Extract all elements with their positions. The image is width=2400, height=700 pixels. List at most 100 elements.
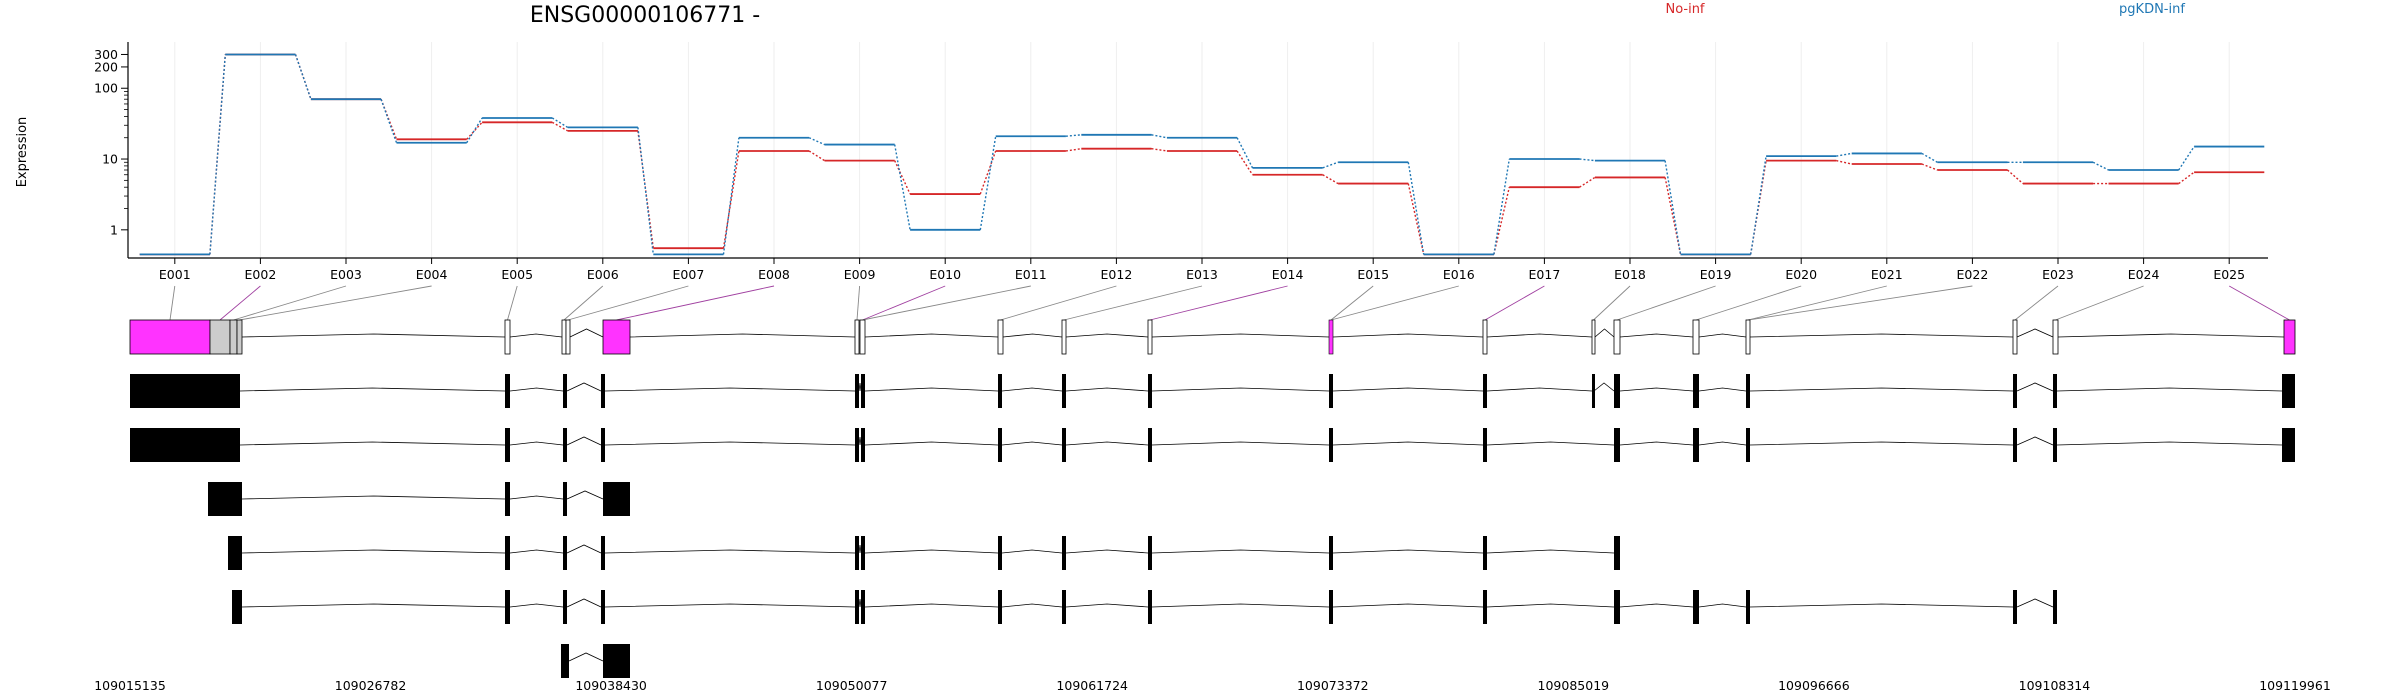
genomic-tick-label: 109050077 xyxy=(816,678,888,693)
transcript-exon xyxy=(2013,374,2017,408)
x-tick-label: E022 xyxy=(1957,267,1989,282)
transcript-exon xyxy=(561,644,569,678)
expression-step-connector xyxy=(637,127,654,255)
transcript-exon xyxy=(1329,428,1333,462)
genomic-tick-label: 109096666 xyxy=(1778,678,1850,693)
exon-bin xyxy=(997,319,1004,355)
transcript-exon xyxy=(601,428,605,462)
transcript-exon xyxy=(505,428,510,462)
connector-e019 xyxy=(1616,285,1716,321)
transcript-exon xyxy=(2282,428,2295,462)
connector-e010 xyxy=(862,285,946,321)
transcript-exon xyxy=(2282,374,2295,408)
x-tick-label: E015 xyxy=(1357,267,1389,282)
transcript-exon xyxy=(998,374,1002,408)
expression-step-connector xyxy=(894,144,911,230)
transcript-exon xyxy=(2053,374,2057,408)
transcript-exon xyxy=(601,374,605,408)
x-tick-label: E016 xyxy=(1443,267,1475,282)
exon-connector-lines xyxy=(169,285,2290,321)
connector-e013 xyxy=(1063,285,1203,321)
expression-step-connector xyxy=(1664,160,1682,255)
y-tick-label: 200 xyxy=(94,59,118,74)
expression-step-connector xyxy=(1750,155,1767,255)
transcript-exon xyxy=(1693,374,1699,408)
exon-bin xyxy=(602,319,631,355)
x-tick-label: E005 xyxy=(501,267,533,282)
exon-bin xyxy=(129,319,211,355)
transcript-tracks xyxy=(130,374,2295,678)
x-tick-label: E003 xyxy=(330,267,362,282)
genomic-tick-label: 109073372 xyxy=(1297,678,1369,693)
transcript-exon xyxy=(1614,428,1620,462)
exon-bin xyxy=(1482,319,1488,355)
chart-title: ENSG00000106771 - xyxy=(530,3,760,28)
transcript-exon xyxy=(1062,590,1066,624)
transcript-exon xyxy=(861,428,865,462)
connector-e016 xyxy=(1330,285,1459,321)
expression-step-connector xyxy=(808,150,825,162)
expression-step-connector xyxy=(1151,134,1168,139)
exon-bin xyxy=(229,319,238,355)
exon-bin xyxy=(1692,319,1700,355)
genomic-tick-label: 109108314 xyxy=(2019,678,2091,693)
connector-e023 xyxy=(2014,285,2059,321)
exon-bin xyxy=(1061,319,1067,355)
expression-step-connector xyxy=(1236,150,1254,176)
transcript-exon xyxy=(603,644,630,678)
x-tick-label: E007 xyxy=(673,267,705,282)
transcript-exon xyxy=(601,590,605,624)
transcript-exon xyxy=(1329,536,1333,570)
expression-step-connector xyxy=(722,150,740,249)
transcript-exon xyxy=(130,374,240,408)
genomic-tick-label: 109085019 xyxy=(1538,678,1610,693)
expression-step-connector xyxy=(209,54,227,255)
expression-step-connector xyxy=(2007,169,2024,185)
connector-e015 xyxy=(1330,285,1374,321)
expression-step-connector xyxy=(551,117,569,128)
x-tick-label: E002 xyxy=(245,267,277,282)
transcript-exon xyxy=(1062,428,1066,462)
transcript-exon xyxy=(601,536,605,570)
genomic-tick-label: 109119961 xyxy=(2259,678,2331,693)
x-tick-label: E017 xyxy=(1529,267,1561,282)
exon-bin xyxy=(565,319,571,355)
y-tick-label: 100 xyxy=(94,81,118,96)
connector-e025 xyxy=(2228,285,2290,321)
transcript-exon xyxy=(505,536,510,570)
transcript-exon xyxy=(1592,374,1595,408)
x-tick-label: E021 xyxy=(1871,267,1903,282)
x-tick-label: E020 xyxy=(1785,267,1817,282)
transcript-exon xyxy=(2013,590,2017,624)
expression-step-connector xyxy=(380,98,398,143)
connector-e005 xyxy=(507,285,518,321)
expression-step-connector xyxy=(1322,161,1339,169)
genomic-tick-label: 109015135 xyxy=(94,678,166,693)
exon-bin xyxy=(2012,319,2018,355)
x-tick-label: E018 xyxy=(1614,267,1646,282)
transcript-6 xyxy=(561,644,630,678)
connector-e001 xyxy=(169,285,176,321)
x-tick-label: E025 xyxy=(2213,267,2245,282)
x-tick-label: E010 xyxy=(929,267,961,282)
y-tick-label: 10 xyxy=(102,152,118,167)
connector-e002 xyxy=(219,285,261,321)
transcript-exon xyxy=(1148,590,1152,624)
expression-step-connector xyxy=(1836,159,1852,165)
expression-step-connector xyxy=(979,150,997,195)
x-tick-label: E004 xyxy=(416,267,448,282)
connector-e003 xyxy=(233,285,347,321)
transcript-exon xyxy=(1148,374,1152,408)
transcript-exon xyxy=(1746,590,1750,624)
connector-e017 xyxy=(1484,285,1545,321)
transcript-5 xyxy=(232,590,2057,624)
expression-step-connector xyxy=(1921,152,1938,163)
x-tick-label: E012 xyxy=(1101,267,1133,282)
genomic-tick-label: 109038430 xyxy=(575,678,647,693)
expression-step-connector xyxy=(1836,152,1852,157)
transcript-exon xyxy=(1148,428,1152,462)
transcript-exon xyxy=(855,590,859,624)
series-pgkdn-inf xyxy=(139,53,2265,256)
connector-e006 xyxy=(563,285,604,321)
